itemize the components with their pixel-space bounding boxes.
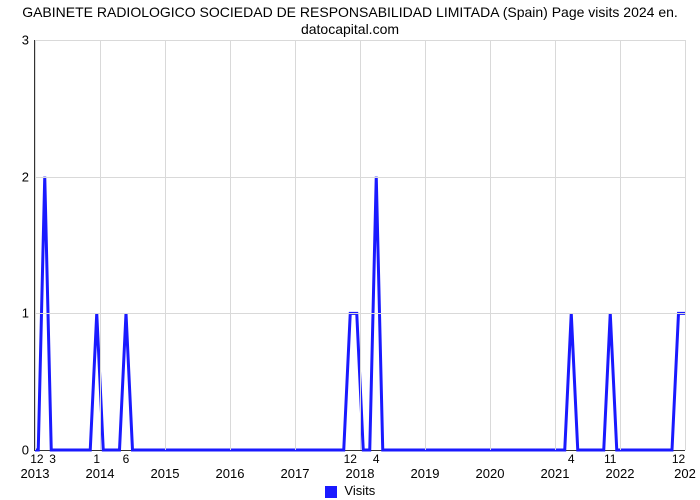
spike-value-label: 6 <box>123 452 130 466</box>
y-tick-label: 2 <box>22 169 29 184</box>
gridline-vertical <box>490 40 491 450</box>
x-tick-label: 2014 <box>86 466 115 481</box>
gridline-vertical <box>555 40 556 450</box>
x-tick-label: 2021 <box>541 466 570 481</box>
gridline-horizontal <box>35 313 685 314</box>
spike-value-label: 1 <box>93 452 100 466</box>
legend: Visits <box>0 483 700 498</box>
y-tick-label: 3 <box>22 33 29 48</box>
legend-swatch <box>325 486 337 498</box>
chart-title-line2: datocapital.com <box>301 21 399 37</box>
x-tick-label: 2013 <box>21 466 50 481</box>
x-tick-label: 2015 <box>151 466 180 481</box>
gridline-horizontal <box>35 177 685 178</box>
gridline-vertical <box>360 40 361 450</box>
gridline-vertical <box>100 40 101 450</box>
spike-value-label: 12 <box>344 452 357 466</box>
spike-value-label: 4 <box>568 452 575 466</box>
y-tick-label: 0 <box>22 443 29 458</box>
x-tick-label: 2019 <box>411 466 440 481</box>
gridline-vertical <box>685 40 686 450</box>
x-tick-label: 2016 <box>216 466 245 481</box>
gridline-vertical <box>35 40 36 450</box>
spike-value-label: 12 <box>672 452 685 466</box>
x-tick-label: 2022 <box>606 466 635 481</box>
gridline-vertical <box>620 40 621 450</box>
legend-label: Visits <box>344 483 375 498</box>
gridline-vertical <box>425 40 426 450</box>
spike-value-label: 3 <box>49 452 56 466</box>
chart-title: GABINETE RADIOLOGICO SOCIEDAD DE RESPONS… <box>0 4 700 38</box>
spike-value-label: 4 <box>373 452 380 466</box>
x-tick-label: 202 <box>674 466 696 481</box>
spike-value-label: 12 <box>30 452 43 466</box>
x-tick-label: 2018 <box>346 466 375 481</box>
y-tick-label: 1 <box>22 306 29 321</box>
chart-title-line1: GABINETE RADIOLOGICO SOCIEDAD DE RESPONS… <box>22 4 678 20</box>
gridline-vertical <box>165 40 166 450</box>
spike-value-label: 11 <box>604 452 616 466</box>
x-tick-label: 2017 <box>281 466 310 481</box>
gridline-vertical <box>230 40 231 450</box>
x-tick-label: 2020 <box>476 466 505 481</box>
gridline-vertical <box>295 40 296 450</box>
gridline-horizontal <box>35 40 685 41</box>
chart-container: GABINETE RADIOLOGICO SOCIEDAD DE RESPONS… <box>0 0 700 500</box>
plot-area: 2013201420152016201720182019202020212022… <box>34 40 685 451</box>
